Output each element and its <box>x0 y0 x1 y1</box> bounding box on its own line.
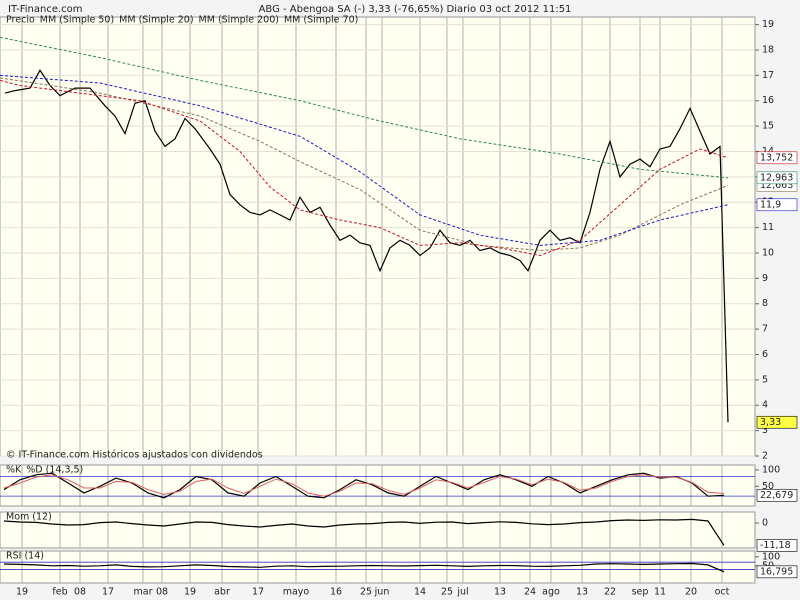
x-tick-label: feb <box>52 587 67 598</box>
x-tick-label: 20 <box>685 587 697 598</box>
x-tick-label: 08 <box>74 587 86 598</box>
legend-entry: MM (Simple 50) <box>40 15 114 26</box>
y-tick-label: 0 <box>762 518 768 529</box>
y-tick-label: 6 <box>762 349 768 360</box>
x-tick-label: 16 <box>330 587 342 598</box>
series-line <box>3 562 725 573</box>
value-label-box <box>756 565 798 579</box>
x-tick-label: 17 <box>102 587 114 598</box>
x-tick-label: 24 <box>524 587 536 598</box>
x-tick-label: 25 <box>360 587 372 598</box>
value-label-box <box>756 171 798 185</box>
chart-title: ABG - Abengoa SA (-) 3,33 (-76,65%) Diar… <box>259 4 572 15</box>
x-tick-label: 17 <box>252 587 264 598</box>
value-label-box <box>756 488 798 502</box>
panel-background <box>0 550 756 584</box>
value-label: 13,752 <box>760 152 793 163</box>
x-tick-label: mar <box>134 587 153 598</box>
y-tick-label: 100 <box>762 551 780 562</box>
x-tick-label: 19 <box>16 587 28 598</box>
series-line <box>0 77 729 252</box>
x-tick-label: 14 <box>414 587 426 598</box>
x-tick-label: abr <box>214 587 230 598</box>
site-name: IT-Finance.com <box>8 4 83 15</box>
value-label: -11,18 <box>760 540 791 551</box>
y-tick-label: 17 <box>762 70 774 81</box>
legend-entry: Precio <box>6 15 35 26</box>
y-tick-label: 9 <box>762 273 768 284</box>
y-tick-label: 2 <box>762 451 768 462</box>
y-tick-label: 3 <box>762 425 768 436</box>
x-tick-label: oct <box>715 587 730 598</box>
y-tick-label: 7 <box>762 324 768 335</box>
x-tick-label: 11 <box>654 587 666 598</box>
value-label-box <box>756 151 798 165</box>
legend-entry: MM (Simple 70) <box>284 15 358 26</box>
y-tick-label: 50 <box>762 481 774 492</box>
y-tick-label: 10 <box>762 247 774 258</box>
value-label: 22,679 <box>760 490 793 501</box>
value-label-box <box>756 415 798 429</box>
legend-entry: RSI (14) <box>6 551 44 562</box>
y-tick-label: 4 <box>762 400 768 411</box>
legend-entry: %K <box>6 465 22 476</box>
y-tick-label: 100 <box>762 464 780 475</box>
value-label: 11,9 <box>760 199 781 210</box>
x-tick-label: 25 <box>441 587 453 598</box>
x-tick-label: sep <box>632 587 649 598</box>
value-label: 16,795 <box>760 566 793 577</box>
x-tick-label: 13 <box>576 587 588 598</box>
value-label: 12,663 <box>760 180 793 191</box>
x-tick-label: 08 <box>156 587 168 598</box>
y-tick-label: 16 <box>762 95 774 106</box>
panel-background <box>0 16 756 457</box>
series-line <box>3 474 725 497</box>
series-line <box>3 518 725 546</box>
legend-entry: MM (Simple 20) <box>119 15 193 26</box>
value-label: 12,963 <box>760 172 793 183</box>
chart-note: © IT-Finance.com Históricos ajustados co… <box>6 450 263 461</box>
panel-background <box>0 511 756 549</box>
y-tick-label: 19 <box>762 19 774 30</box>
legend-entry: %D (14,3,5) <box>26 465 83 476</box>
series-line <box>4 69 729 423</box>
y-tick-label: 15 <box>762 121 774 132</box>
value-label: 3,33 <box>760 417 781 428</box>
legend-entry: Mom (12) <box>6 512 52 523</box>
y-tick-label: 11 <box>762 222 774 233</box>
value-label-box <box>756 198 798 212</box>
y-tick-label: 8 <box>762 298 768 309</box>
series-line <box>0 74 729 246</box>
x-tick-label: jul <box>456 587 468 598</box>
x-tick-label: 13 <box>494 587 506 598</box>
series-line <box>0 79 729 257</box>
x-tick-label: 19 <box>184 587 196 598</box>
value-label-box <box>756 539 798 552</box>
x-tick-label: jun <box>374 587 390 598</box>
series-line <box>0 36 729 179</box>
legend-entry: MM (Simple 200) <box>199 15 279 26</box>
y-tick-label: 18 <box>762 44 774 55</box>
series-line <box>3 472 725 499</box>
x-tick-label: ago <box>542 587 560 598</box>
x-tick-label: mayo <box>283 587 310 598</box>
x-tick-label: 22 <box>604 587 616 598</box>
y-tick-label: 5 <box>762 374 768 385</box>
